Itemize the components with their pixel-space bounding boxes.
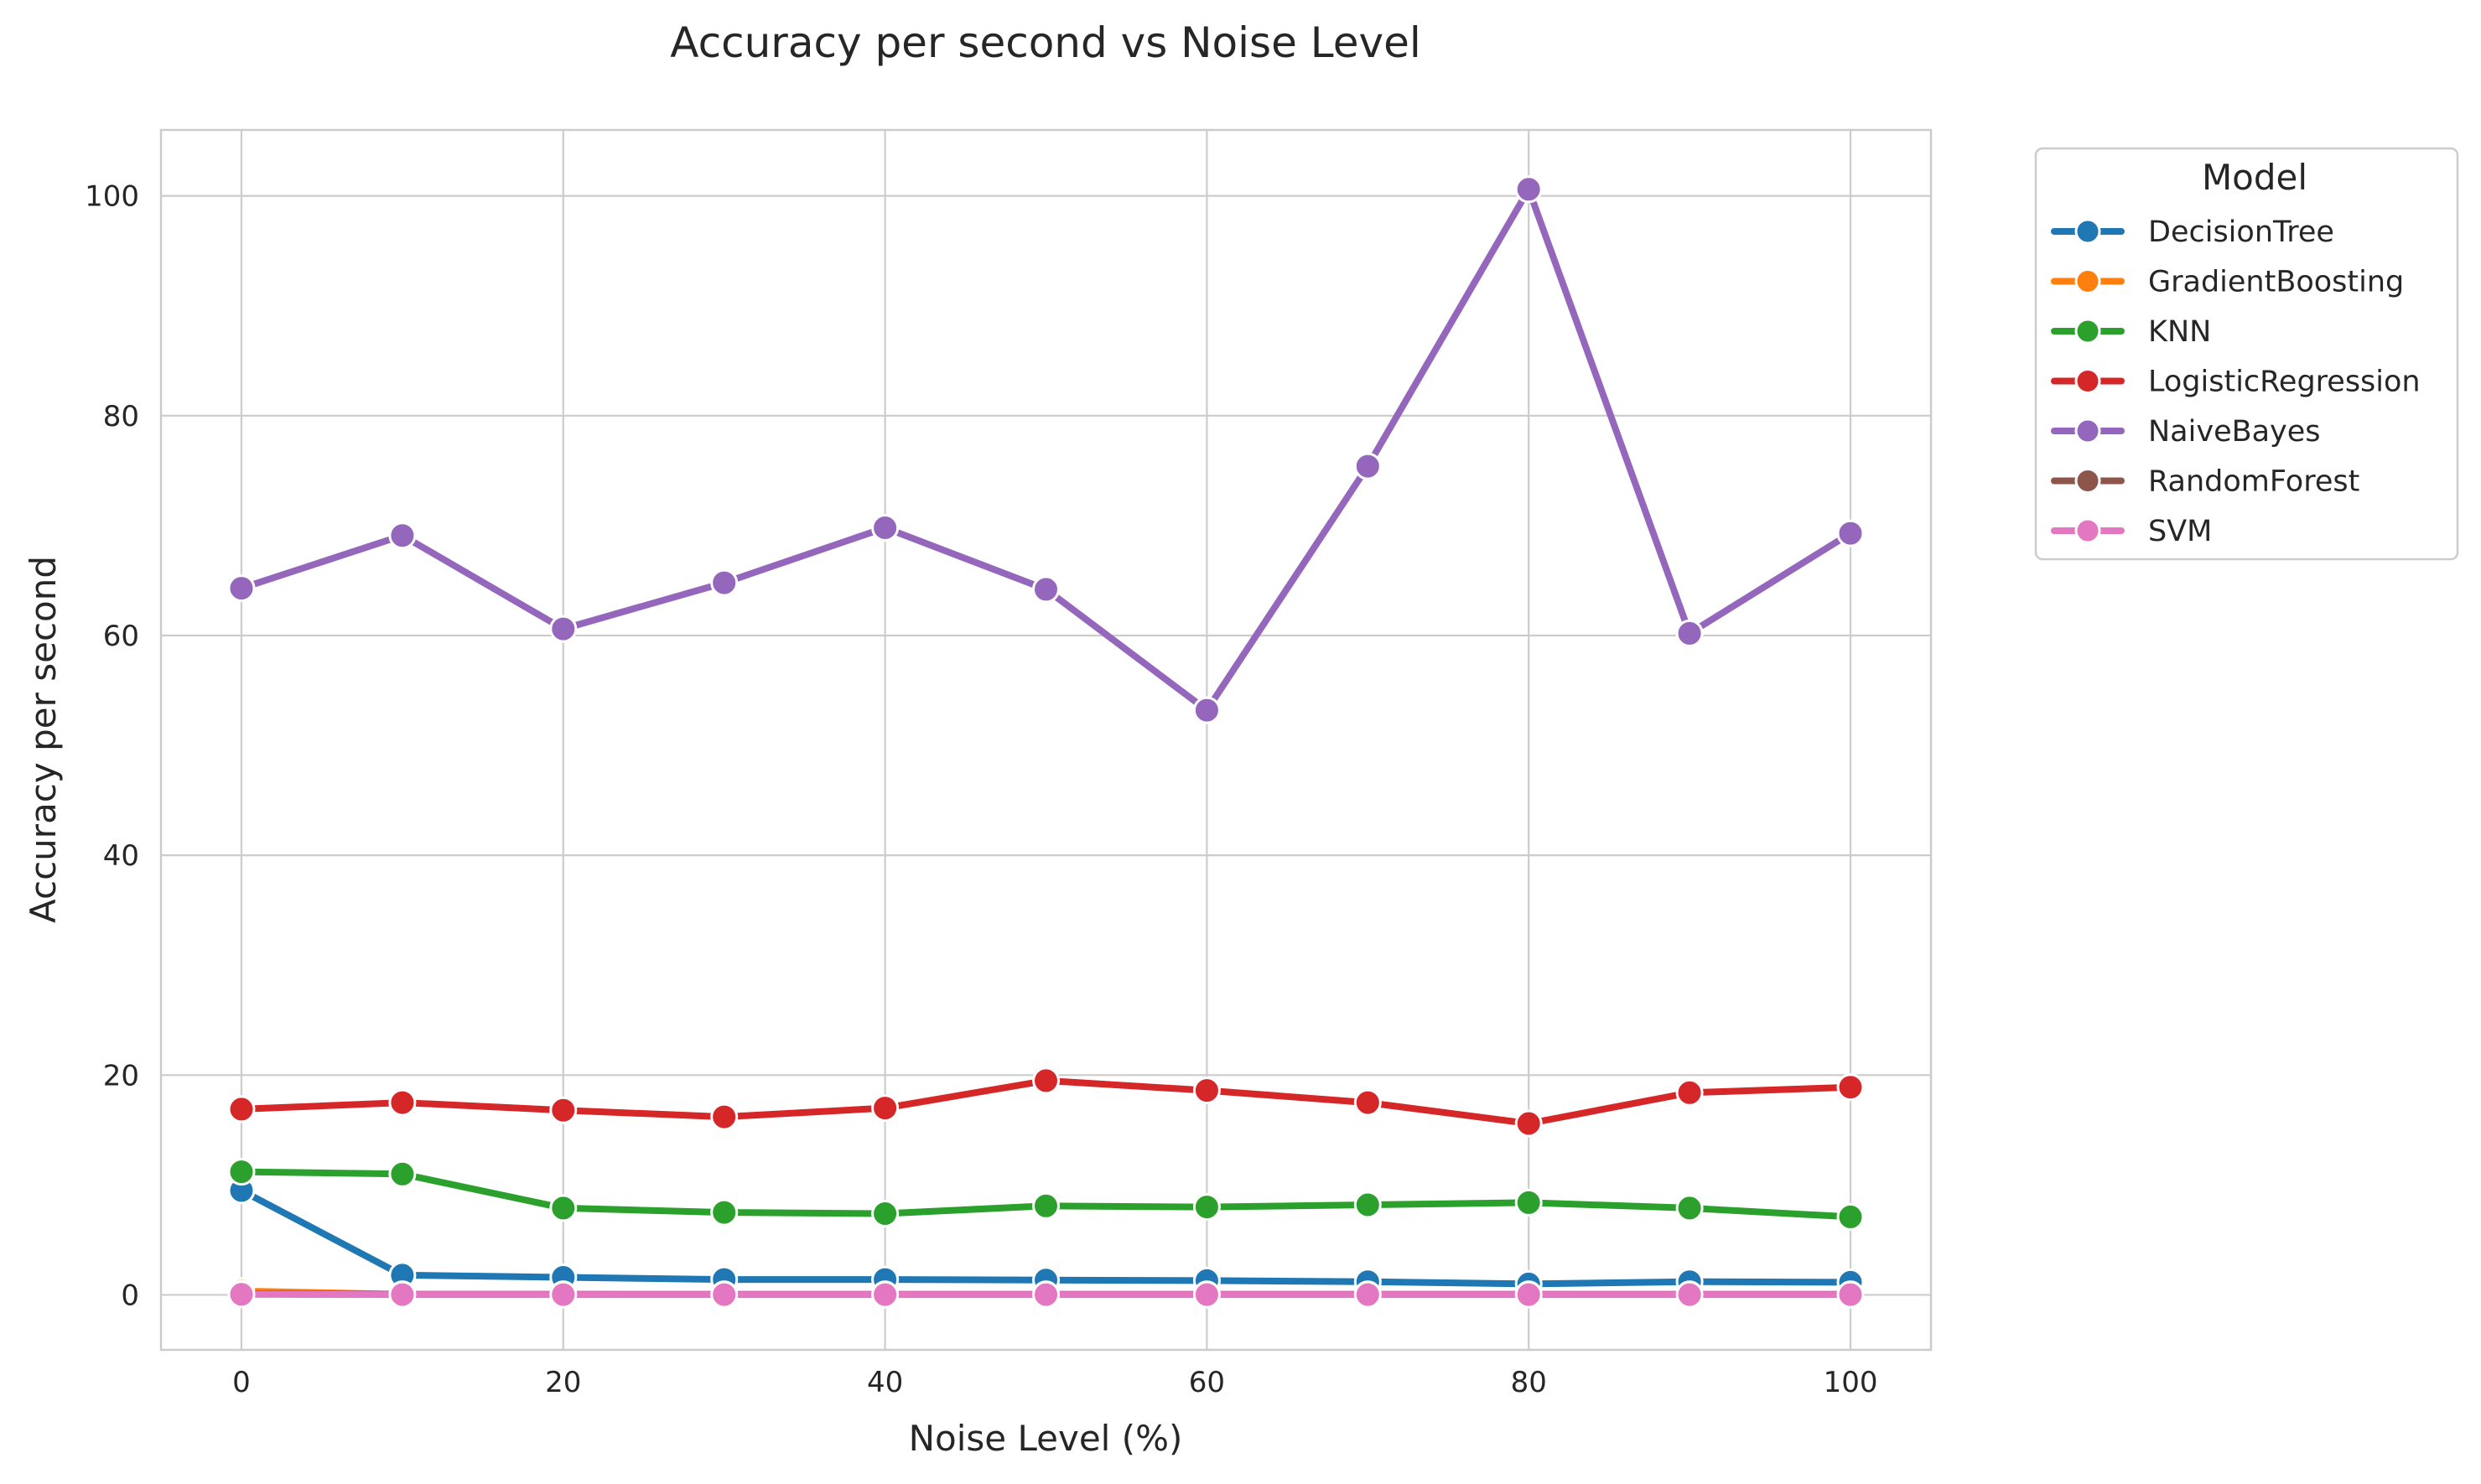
data-point-knn	[1836, 1202, 1865, 1231]
legend-swatch-marker	[2074, 468, 2101, 494]
data-point-naivebayes	[227, 574, 256, 603]
legend-item-logisticregression: LogisticRegression	[2051, 366, 2421, 399]
x-tick-label: 100	[1824, 1366, 1878, 1399]
series-decisiontree	[227, 1176, 1865, 1298]
data-point-svm	[1032, 1280, 1060, 1309]
data-point-naivebayes	[388, 521, 417, 550]
series-line-naivebayes	[238, 185, 1854, 714]
y-tick-label: 20	[103, 1059, 139, 1092]
legend-item-gradientboosting: GradientBoosting	[2051, 266, 2404, 299]
x-axis-label: Noise Level (%)	[909, 1418, 1183, 1459]
legend-items: DecisionTree GradientBoosting KNN LogisticR…	[2051, 215, 2421, 548]
legend-label: KNN	[2148, 315, 2211, 349]
series-layer	[227, 175, 1865, 1309]
data-point-svm	[1836, 1280, 1865, 1309]
grid-lines	[161, 130, 1931, 1350]
legend-title: Model	[2202, 157, 2307, 198]
series-svm	[227, 1280, 1865, 1309]
x-tick-label: 20	[545, 1366, 581, 1399]
data-point-svm	[1675, 1280, 1704, 1309]
x-tick-label: 60	[1189, 1366, 1225, 1399]
data-point-naivebayes	[1514, 175, 1543, 204]
legend-swatch-marker	[2074, 218, 2101, 245]
legend-label: NaiveBayes	[2148, 415, 2321, 449]
data-point-logisticregression	[1675, 1078, 1704, 1107]
data-point-naivebayes	[871, 514, 900, 542]
x-tick-label: 80	[1511, 1366, 1547, 1399]
legend-swatch-marker	[2074, 418, 2101, 444]
data-point-logisticregression	[710, 1103, 739, 1131]
data-point-logisticregression	[1836, 1073, 1865, 1102]
data-point-knn	[1675, 1194, 1704, 1222]
x-tick-label: 0	[232, 1366, 251, 1399]
series-naivebayes	[227, 175, 1865, 724]
data-point-knn	[710, 1198, 739, 1227]
data-point-naivebayes	[1675, 619, 1704, 647]
y-tick-label: 40	[103, 839, 139, 873]
tick-labels: 0 20 40 60 80 100 0 20 40 60 80 100	[85, 180, 1877, 1399]
x-tick-label: 40	[867, 1366, 903, 1399]
data-point-logisticregression	[1032, 1066, 1060, 1095]
data-point-svm	[1514, 1280, 1543, 1309]
legend-item-svm: SVM	[2051, 515, 2212, 548]
data-point-svm	[227, 1280, 256, 1309]
legend-swatch-marker	[2074, 268, 2101, 294]
legend-item-decisiontree: DecisionTree	[2051, 215, 2334, 249]
data-point-knn	[549, 1194, 578, 1222]
data-point-svm	[1353, 1280, 1382, 1309]
data-point-knn	[871, 1200, 900, 1227]
legend-swatch-marker	[2074, 368, 2101, 394]
legend-swatch-marker	[2074, 517, 2101, 544]
data-point-knn	[1353, 1191, 1382, 1219]
data-point-naivebayes	[1353, 452, 1382, 480]
data-point-logisticregression	[227, 1095, 256, 1123]
legend-label: RandomForest	[2148, 465, 2359, 499]
data-point-logisticregression	[1353, 1088, 1382, 1117]
data-point-svm	[549, 1280, 578, 1309]
legend-item-naivebayes: NaiveBayes	[2051, 415, 2321, 449]
series-logisticregression	[227, 1066, 1865, 1138]
data-point-knn	[1032, 1191, 1060, 1220]
legend-swatch-marker	[2074, 318, 2101, 345]
data-point-naivebayes	[1836, 519, 1865, 547]
data-point-logisticregression	[871, 1094, 900, 1123]
data-point-naivebayes	[710, 568, 739, 597]
data-point-knn	[388, 1160, 417, 1188]
data-point-naivebayes	[549, 615, 578, 643]
data-point-knn	[227, 1158, 256, 1186]
data-point-svm	[710, 1280, 739, 1309]
legend-item-knn: KNN	[2051, 315, 2211, 349]
data-point-svm	[388, 1280, 417, 1309]
legend-label: SVM	[2148, 515, 2212, 548]
data-point-knn	[1514, 1188, 1543, 1217]
legend-label: LogisticRegression	[2148, 366, 2421, 399]
data-point-svm	[1192, 1280, 1221, 1309]
chart-title: Accuracy per second vs Noise Level	[670, 18, 1420, 67]
plot-frame	[159, 128, 1933, 1352]
data-point-naivebayes	[1192, 696, 1221, 724]
y-axis-label: Accuracy per second	[23, 556, 64, 923]
legend-label: DecisionTree	[2148, 215, 2334, 249]
legend-item-randomforest: RandomForest	[2051, 465, 2359, 499]
y-tick-label: 0	[121, 1279, 139, 1312]
data-point-logisticregression	[388, 1088, 417, 1117]
series-knn	[227, 1158, 1865, 1231]
data-point-svm	[871, 1280, 900, 1309]
data-point-logisticregression	[1514, 1109, 1543, 1138]
data-point-logisticregression	[549, 1096, 578, 1124]
y-tick-label: 100	[85, 180, 139, 214]
data-point-naivebayes	[1032, 575, 1060, 604]
y-tick-label: 80	[103, 400, 139, 433]
legend: Model DecisionTree GradientBoosting KNN Log…	[2034, 147, 2459, 561]
data-point-knn	[1192, 1193, 1221, 1222]
data-point-logisticregression	[1192, 1077, 1221, 1105]
legend-box	[2034, 147, 2459, 561]
y-tick-label: 60	[103, 620, 139, 653]
legend-label: GradientBoosting	[2148, 266, 2404, 299]
